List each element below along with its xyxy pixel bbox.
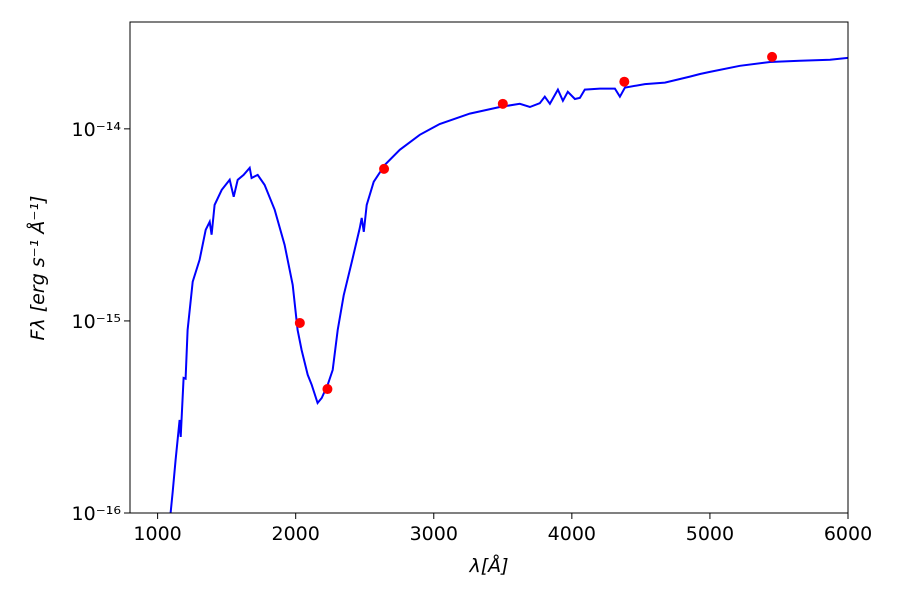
x-tick-label: 5000 bbox=[686, 523, 734, 545]
plot-frame bbox=[129, 21, 849, 514]
x-axis-label: λ[Å] bbox=[468, 554, 508, 577]
photometry-point bbox=[379, 163, 390, 174]
photometry-point bbox=[619, 76, 630, 87]
x-tick-label: 6000 bbox=[824, 523, 872, 545]
y-axis-label: Fλ [erg s⁻¹ Å⁻¹] bbox=[26, 196, 49, 341]
x-tick-label: 3000 bbox=[410, 523, 458, 545]
y-tick-label: 10⁻¹⁵ bbox=[72, 311, 121, 333]
photometry-point bbox=[322, 384, 333, 395]
spectrum-line bbox=[169, 56, 848, 513]
y-tick-label: 10⁻¹⁴ bbox=[72, 119, 122, 141]
y-tick-label: 10⁻¹⁶ bbox=[72, 503, 121, 525]
x-tick-label: 4000 bbox=[548, 523, 596, 545]
photometry-point bbox=[767, 51, 778, 62]
x-tick-label: 1000 bbox=[133, 523, 181, 545]
photometry-point bbox=[294, 317, 305, 328]
x-tick-label: 2000 bbox=[272, 523, 320, 545]
photometry-point bbox=[497, 98, 508, 109]
